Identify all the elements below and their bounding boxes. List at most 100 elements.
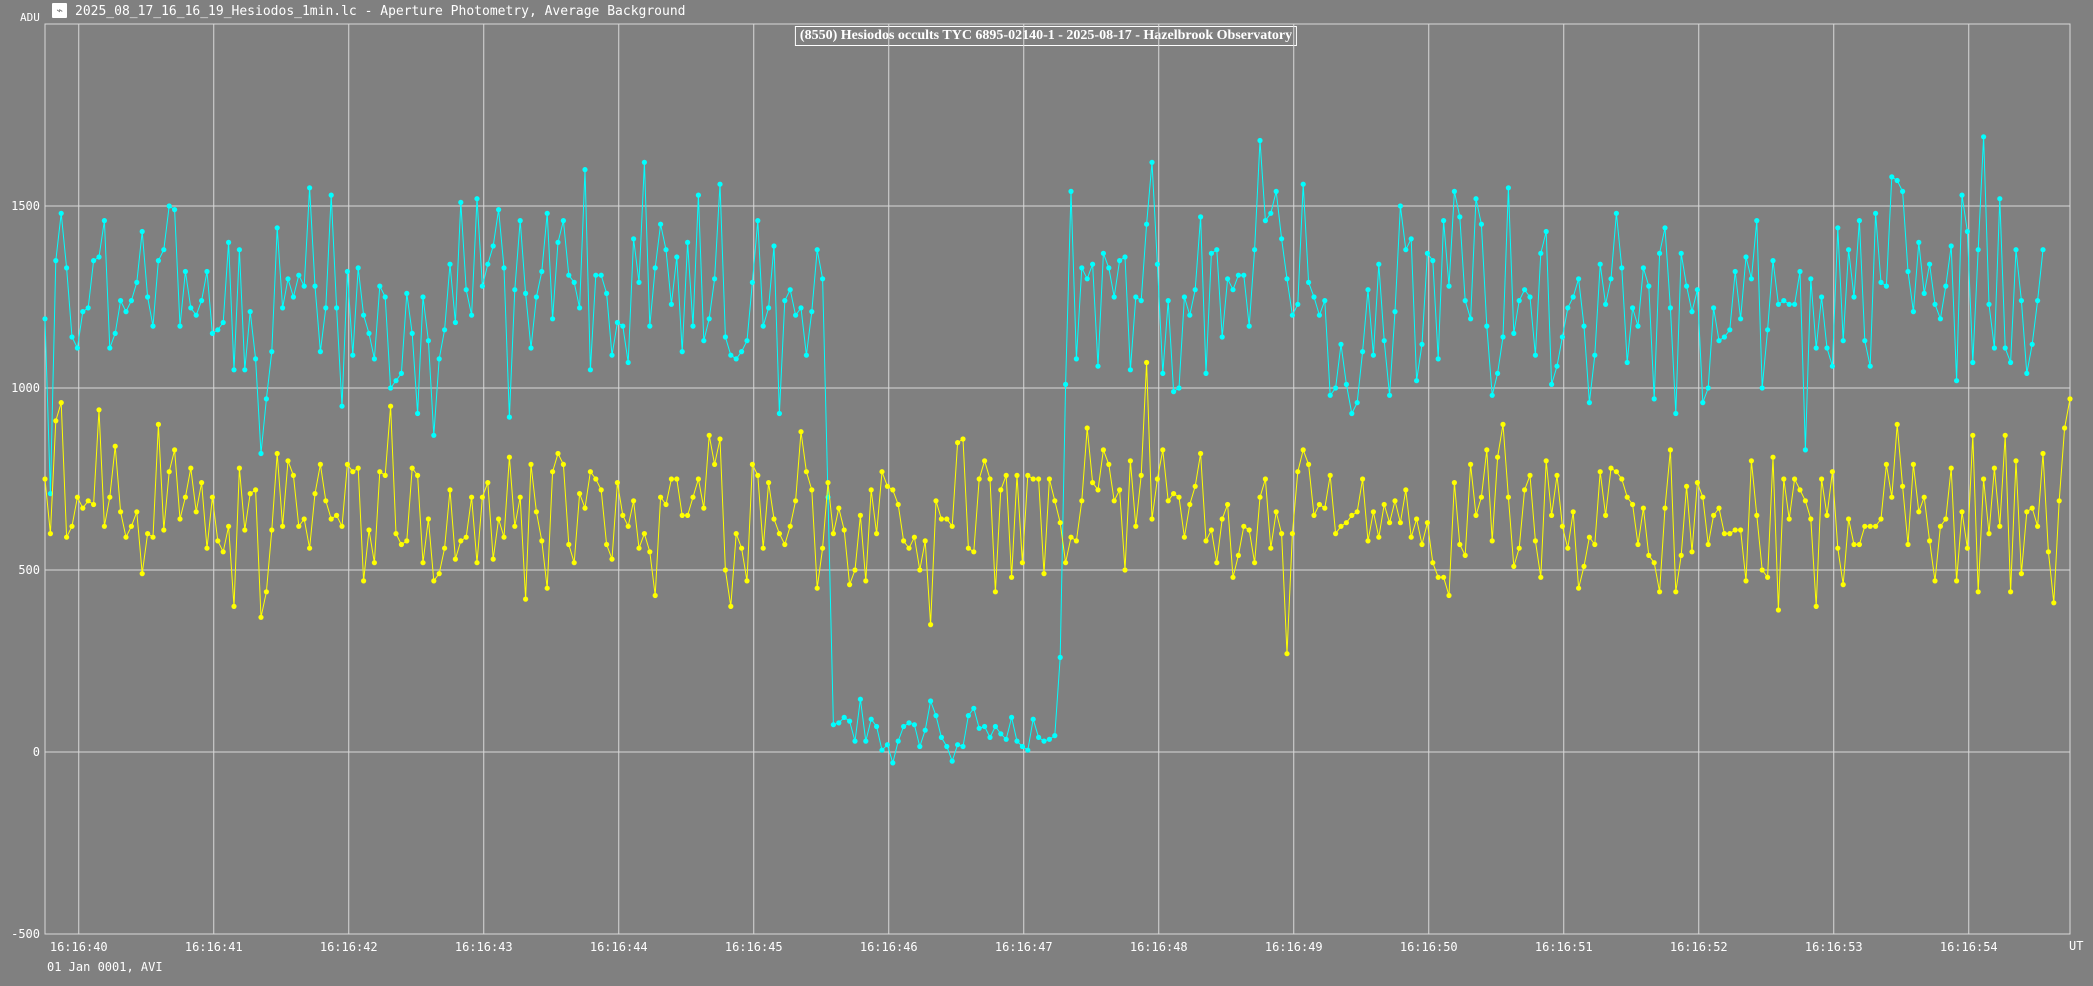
data-point [1451,188,1457,194]
data-point [134,509,140,515]
data-point [647,323,653,329]
data-point [911,722,918,728]
data-point [1689,309,1695,315]
data-point [366,527,372,533]
data-point [139,571,145,577]
data-point [1781,298,1787,304]
data-point [474,196,480,202]
data-point [485,480,491,486]
data-point [134,279,140,285]
data-point [280,523,286,529]
data-point [555,450,561,457]
data-point [1975,247,1981,253]
data-point [944,516,950,522]
data-point [1937,523,1943,529]
data-point [852,738,858,744]
data-point [253,356,259,362]
data-point [944,743,950,750]
data-point [636,279,642,285]
data-point [145,294,151,300]
data-point [668,476,675,482]
data-point [1273,509,1279,515]
data-point [1041,738,1047,744]
data-point [1711,512,1717,519]
data-point [1932,301,1938,307]
data-point [1738,316,1744,322]
data-point [2040,247,2046,253]
data-point [463,287,469,293]
data-point [1910,309,1916,315]
data-point [911,534,918,540]
data-point [1435,356,1441,362]
data-point [393,531,399,537]
data-point [631,498,637,504]
data-point [955,742,961,748]
data-point [1387,392,1393,398]
data-point [166,469,172,475]
data-point [1813,345,1819,351]
data-point [901,538,907,544]
data-point [1878,516,1884,522]
data-point [496,207,502,213]
data-point [1883,283,1889,289]
data-point [1640,505,1646,511]
data-point [609,352,615,358]
data-point [506,414,512,420]
x-tick-label: 16:16:50 [1400,940,1458,954]
data-point [1597,469,1603,475]
data-point [1943,516,1949,522]
data-point [118,298,124,304]
data-point [1473,196,1479,202]
data-point [1133,294,1139,300]
y-tick-label: -500 [11,927,40,941]
data-point [841,714,847,721]
data-point [1511,330,1517,336]
data-point [852,567,858,573]
data-point [1354,400,1360,406]
data-point [199,480,205,486]
data-point [1230,574,1236,580]
data-point [971,705,977,711]
data-point [728,603,734,610]
data-point [1306,461,1312,467]
data-point [1338,523,1344,529]
data-point [922,538,928,544]
data-point [2045,549,2051,555]
data-point [215,327,221,333]
data-point [1052,498,1058,504]
data-point [965,713,972,719]
data-point [755,472,761,478]
x-tick-label: 16:16:48 [1130,940,1188,954]
data-point [1457,541,1463,548]
data-point [1138,298,1144,304]
data-point [1765,574,1771,580]
data-point [96,254,102,260]
y-grid [45,205,2070,935]
lightcurve-app-icon[interactable]: ⌁ [52,3,67,18]
data-point [242,527,248,533]
data-point [1381,501,1387,508]
data-point [1424,250,1430,256]
data-point [1802,447,1808,453]
data-point [1441,218,1447,224]
data-point [1457,214,1463,220]
data-point [1192,287,1198,293]
data-point [1181,534,1187,540]
data-point [938,734,945,741]
data-point [868,716,874,722]
data-point [1970,432,1976,438]
data-point [263,589,269,595]
data-point [479,494,485,500]
data-point [1554,363,1560,369]
data-point [658,221,664,227]
data-point [1036,734,1042,741]
data-point [1203,370,1209,376]
data-point [674,254,680,260]
data-point [1732,527,1738,533]
data-point [1322,505,1328,511]
data-point [1678,552,1684,559]
data-point [1986,301,1992,307]
data-point [1484,447,1490,453]
data-point [409,330,415,336]
